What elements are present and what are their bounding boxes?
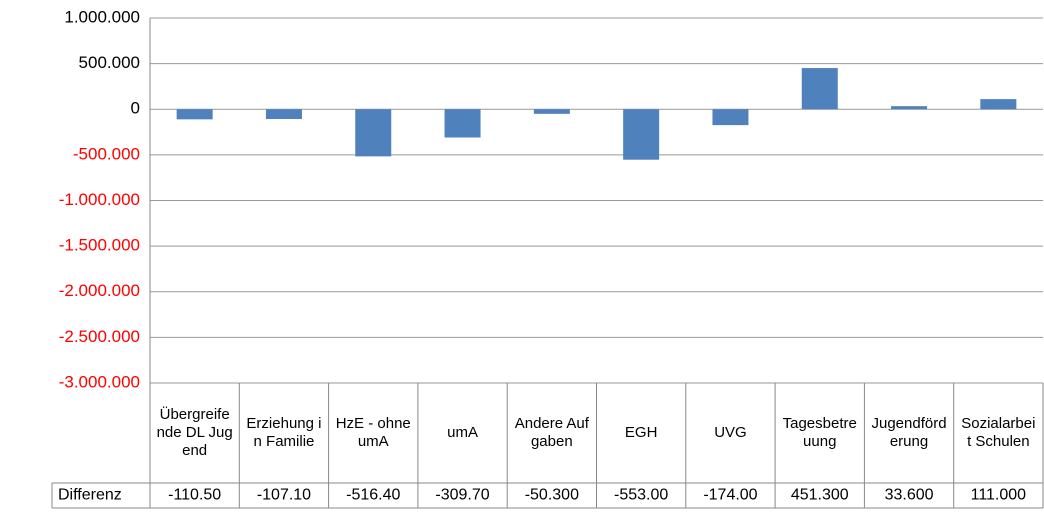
bar: [712, 109, 749, 126]
value-label: -553.00: [614, 487, 668, 504]
value-label: -110.50: [168, 487, 221, 504]
value-label: -516.40: [346, 487, 400, 504]
bar: [355, 109, 392, 157]
bar: [265, 109, 302, 120]
x-tick-label: Jugendförderung: [871, 415, 947, 450]
bar: [891, 106, 928, 110]
x-tick-label: Andere Aufgaben: [514, 415, 589, 450]
bar: [533, 109, 570, 114]
value-label: 111.000: [971, 487, 1027, 504]
value-label: -50.300: [525, 487, 579, 504]
y-tick-label: 1.000.000: [64, 7, 140, 26]
x-tick-label: EGH: [624, 424, 658, 441]
y-tick-label: -1.500.000: [59, 236, 140, 255]
x-tick-label: Übergreifende DL Jugend: [156, 406, 233, 459]
value-label: -107.10: [257, 487, 311, 504]
x-tick-label: Tagesbetreuung: [782, 415, 857, 450]
y-tick-label: -2.500.000: [59, 327, 140, 346]
y-tick-label: 0: [131, 99, 140, 118]
bar: [980, 99, 1017, 110]
value-label: -309.70: [435, 487, 489, 504]
bar: [801, 68, 838, 110]
value-label: 33.600: [885, 487, 934, 504]
bar: [623, 109, 660, 160]
y-tick-label: -3.000.000: [59, 372, 140, 391]
x-tick-label: Sozialarbeit Schulen: [961, 415, 1036, 450]
y-tick-label: -2.000.000: [59, 281, 140, 300]
y-tick-label: -1.000.000: [59, 190, 140, 209]
x-tick-label: UVG: [714, 424, 747, 441]
bar: [176, 109, 213, 120]
legend-entry: Differenz: [58, 487, 122, 504]
bar: [444, 109, 481, 138]
x-tick-label: umA: [447, 424, 478, 441]
y-tick-label: 500.000: [79, 53, 140, 72]
x-tick-label: Erziehung in Familie: [246, 415, 322, 450]
y-tick-label: -500.000: [73, 144, 140, 163]
value-label: -174.00: [703, 487, 757, 504]
value-label: 451.300: [791, 487, 849, 504]
x-tick-label: HzE - ohne umA: [335, 415, 411, 450]
